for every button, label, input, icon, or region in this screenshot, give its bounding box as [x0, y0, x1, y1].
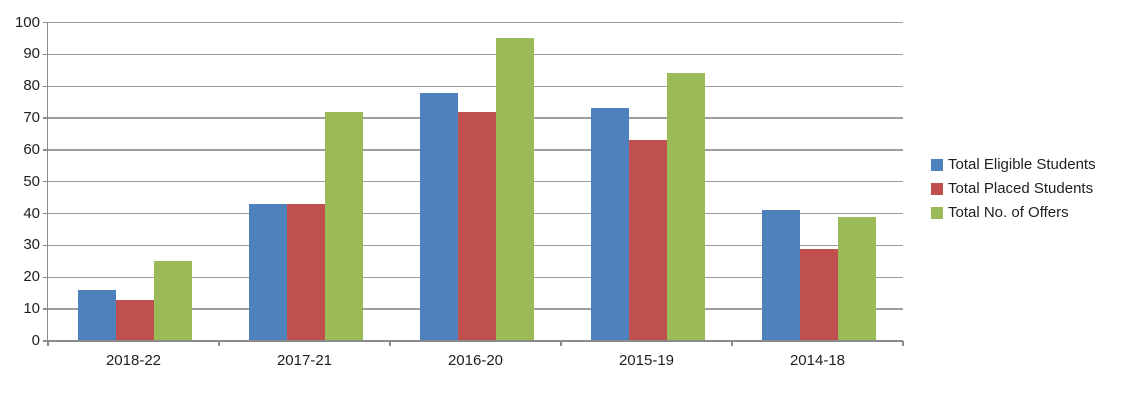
y-axis-label-90: 90 — [23, 45, 40, 63]
y-axis-label-80: 80 — [23, 77, 40, 95]
y-axis-label-20: 20 — [23, 268, 40, 286]
y-tick-30 — [43, 244, 48, 247]
x-tick-4 — [731, 341, 733, 346]
gridline-90 — [48, 53, 903, 56]
bar-total-no-of-offers-2017-21 — [325, 111, 363, 341]
legend-item-1: Total Eligible Students — [931, 153, 1096, 177]
bar-total-placed-students-2018-22 — [116, 299, 154, 341]
x-axis-label-2014-18: 2014-18 — [789, 352, 846, 369]
y-tick-100 — [43, 21, 48, 24]
x-axis-label-2017-21: 2017-21 — [276, 352, 333, 369]
legend-label: Total Placed Students — [948, 180, 1094, 197]
x-tick-1 — [218, 341, 220, 346]
bar-total-eligible-students-2018-22 — [78, 290, 116, 341]
bar-total-eligible-students-2014-18 — [762, 210, 800, 341]
gridline-100 — [48, 21, 903, 24]
legend-item-3: Total No. of Offers — [931, 201, 1069, 225]
y-axis-line — [47, 22, 49, 343]
bar-total-no-of-offers-2016-20 — [496, 38, 534, 341]
y-axis-label-40: 40 — [23, 204, 40, 222]
x-axis-label-2016-20: 2016-20 — [447, 352, 504, 369]
y-tick-20 — [43, 276, 48, 278]
y-tick-50 — [43, 181, 48, 183]
y-tick-90 — [43, 53, 48, 56]
y-tick-10 — [43, 308, 48, 310]
y-tick-70 — [43, 117, 48, 119]
legend-item-2: Total Placed Students — [931, 177, 1093, 201]
x-tick-3 — [560, 341, 562, 346]
y-axis-label-70: 70 — [23, 109, 40, 127]
bar-total-placed-students-2015-19 — [629, 140, 667, 341]
x-tick-5 — [902, 341, 904, 346]
y-axis-label-100: 100 — [14, 13, 40, 31]
bar-total-no-of-offers-2014-18 — [838, 216, 876, 341]
bar-total-placed-students-2017-21 — [287, 204, 325, 341]
y-axis-label-50: 50 — [23, 172, 40, 190]
y-axis-label-60: 60 — [23, 140, 40, 158]
x-axis-line — [43, 340, 903, 342]
x-tick-0 — [47, 341, 49, 346]
x-axis-label-2018-22: 2018-22 — [105, 352, 162, 369]
legend-swatch-icon — [931, 158, 943, 171]
bar-total-eligible-students-2016-20 — [420, 92, 458, 341]
y-axis-label-10: 10 — [23, 300, 40, 318]
x-tick-2 — [389, 341, 391, 346]
y-axis-label-30: 30 — [23, 236, 40, 254]
bar-total-no-of-offers-2018-22 — [154, 261, 192, 341]
y-axis-label-0: 0 — [31, 332, 40, 349]
x-axis-label-2015-19: 2015-19 — [618, 352, 675, 369]
legend-label: Total Eligible Students — [948, 156, 1096, 173]
bar-total-placed-students-2014-18 — [800, 248, 838, 341]
bar-total-placed-students-2016-20 — [458, 111, 496, 341]
legend-swatch-icon — [931, 182, 943, 195]
y-tick-60 — [43, 149, 48, 151]
gridline-80 — [48, 85, 903, 87]
y-tick-80 — [43, 85, 48, 87]
legend-label: Total No. of Offers — [948, 204, 1069, 221]
bar-total-eligible-students-2017-21 — [249, 204, 287, 341]
y-tick-40 — [43, 212, 48, 215]
bar-total-no-of-offers-2015-19 — [667, 73, 705, 341]
bar-total-eligible-students-2015-19 — [591, 108, 629, 341]
legend-swatch-icon — [931, 206, 943, 219]
